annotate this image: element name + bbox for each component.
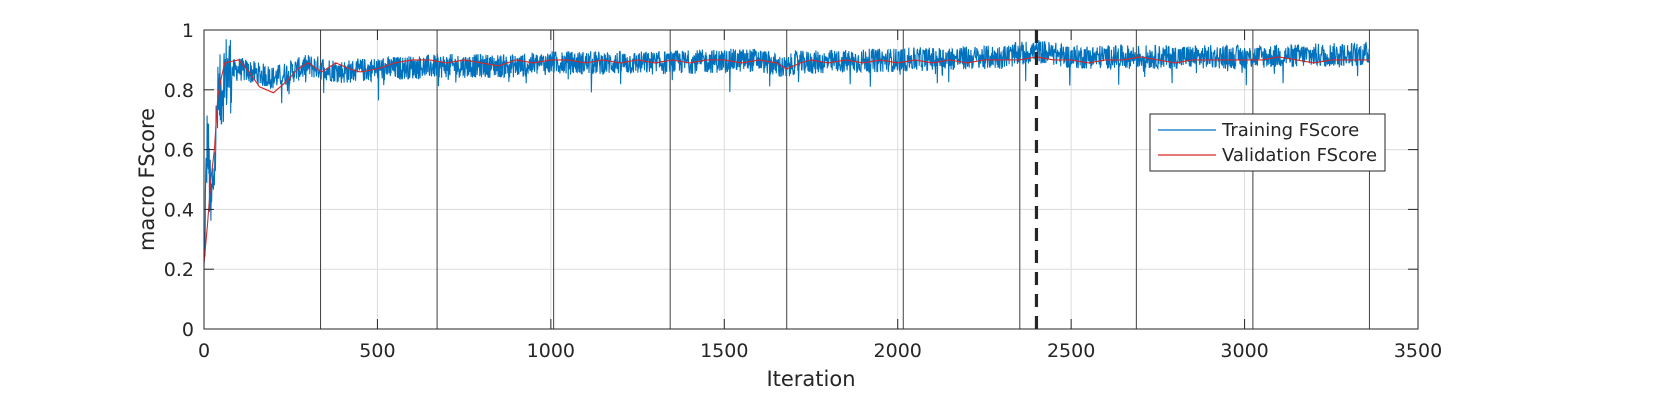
plot-area xyxy=(203,39,1370,269)
y-tick-label-4: 0.8 xyxy=(164,80,194,102)
legend-label-validation: Validation FScore xyxy=(1222,145,1377,166)
x-tick-label-2: 1000 xyxy=(527,340,575,362)
legend-label-training: Training FScore xyxy=(1221,120,1359,141)
x-tick-label-0: 0 xyxy=(198,340,210,362)
series-line-validation xyxy=(203,56,1370,264)
y-tick-labels: 0 0.2 0.4 0.6 0.8 1 xyxy=(164,20,194,341)
ticks xyxy=(203,29,1419,330)
x-tick-label-1: 500 xyxy=(359,340,395,362)
y-tick-label-2: 0.4 xyxy=(164,199,194,221)
x-axis-label: Iteration xyxy=(766,367,855,391)
y-tick-label-3: 0.6 xyxy=(164,140,194,162)
y-axis-label: macro FScore xyxy=(135,108,159,251)
x-tick-label-4: 2000 xyxy=(874,340,922,362)
x-tick-label-6: 3000 xyxy=(1220,340,1268,362)
x-tick-labels: 0 500 1000 1500 2000 2500 3000 3500 xyxy=(198,340,1442,362)
legend: Training FScore Validation FScore xyxy=(1149,113,1386,172)
y-tick-label-5: 1 xyxy=(182,20,194,42)
y-tick-label-1: 0.2 xyxy=(164,259,194,281)
y-tick-label-0: 0 xyxy=(182,319,194,341)
x-tick-label-5: 2500 xyxy=(1047,340,1095,362)
axes-box xyxy=(203,29,1419,330)
x-tick-label-7: 3500 xyxy=(1394,340,1442,362)
epoch-lines xyxy=(320,30,1370,329)
x-tick-label-3: 1500 xyxy=(700,340,748,362)
grid xyxy=(203,29,1419,330)
series-line-training xyxy=(203,39,1370,269)
legend-box xyxy=(1149,113,1386,172)
